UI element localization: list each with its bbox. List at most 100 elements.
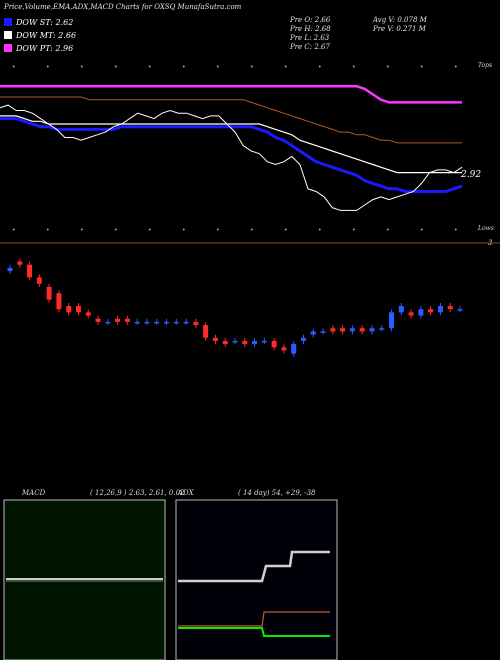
candle (349, 328, 355, 332)
marker-top: • (352, 64, 356, 71)
marker-bottom: • (284, 227, 288, 234)
dots-top: • • • • • • • • • • • • • • (12, 64, 458, 71)
candle (379, 328, 385, 330)
candle (242, 340, 248, 345)
candle (164, 321, 170, 324)
marker-bottom: • (80, 227, 84, 234)
series-dow-mt (0, 115, 462, 174)
candle (457, 309, 463, 311)
series-dow-pt (0, 84, 462, 104)
series-ema-100 (0, 96, 462, 144)
candle (437, 306, 443, 313)
legend-dow-pt-label: DOW PT: 2.96 (16, 44, 74, 53)
candle (398, 306, 404, 313)
marker-top: • (46, 64, 50, 71)
candle (66, 306, 72, 313)
legend-swatch-mt (4, 31, 12, 39)
marker-top: • (182, 64, 186, 71)
marker-bottom: • (386, 227, 390, 234)
legend-dow-mt-label: DOW MT: 2.66 (16, 31, 77, 40)
tops-label: Tops (478, 62, 493, 69)
marker-bottom: • (454, 227, 458, 234)
marker-top: • (386, 64, 390, 71)
last-price-label: 2.92 (461, 170, 482, 180)
marker-bottom: • (12, 227, 16, 234)
candle (212, 337, 218, 341)
lows-label: Lows (478, 225, 494, 232)
candle (330, 328, 336, 332)
macd-lines (6, 578, 163, 582)
candle (271, 340, 277, 348)
dots-bottom: • • • • • • • • • • • • • • (12, 227, 458, 234)
marker-bottom: • (114, 227, 118, 234)
legend-dow-st-label: DOW ST: 2.62 (16, 18, 74, 27)
stat-pre-low: Pre L: 2.63 (290, 34, 330, 42)
marker-top: • (284, 64, 288, 71)
adx-panel-label: ADX (178, 489, 194, 497)
candle (36, 277, 42, 284)
legend-dow-pt: DOW PT: 2.96 (4, 43, 73, 54)
candle (173, 321, 179, 324)
legend-swatch-st (4, 18, 12, 26)
candles (7, 258, 463, 357)
candle (310, 331, 316, 335)
marker-top: • (250, 64, 254, 71)
candle (17, 261, 23, 265)
candle (291, 344, 297, 354)
candle (300, 337, 306, 341)
marker-bottom: • (250, 227, 254, 234)
marker-bottom: • (148, 227, 152, 234)
marker-top: • (216, 64, 220, 71)
candle (95, 318, 101, 322)
macd-panel-params: ( 12,26,9 ) 2.63, 2.61, 0.02 (90, 489, 185, 497)
candle (154, 321, 160, 324)
stat-pre-open: Pre O: 2.66 (290, 16, 331, 24)
stat-pre-high: Pre H: 2.68 (290, 25, 331, 33)
candle (408, 312, 414, 316)
stat-pre-close: Pre C: 2.67 (290, 43, 330, 51)
marker-top: • (12, 64, 16, 71)
candle (418, 309, 424, 316)
minus-di-line (178, 627, 330, 637)
plus-di-line (178, 611, 330, 627)
chart-title: Price,Volume,EMA,ADX,MACD Charts for OXS… (4, 3, 242, 11)
marker-bottom: • (420, 227, 424, 234)
adx-panel-params: ( 14 day) 54, +29, -38 (238, 489, 316, 497)
marker-top: • (318, 64, 322, 71)
legend-dow-mt: DOW MT: 2.66 (4, 30, 76, 41)
legend-dow-st: DOW ST: 2.62 (4, 17, 73, 28)
candle (222, 340, 228, 345)
series-dow-st (0, 117, 463, 193)
marker-top: • (420, 64, 424, 71)
stat-pre-volume: Pre V: 0.271 M (373, 25, 426, 33)
series-close (0, 104, 463, 211)
candle (281, 347, 287, 351)
adx-line (178, 550, 330, 583)
marker-top: • (454, 64, 458, 71)
marker-top: • (148, 64, 152, 71)
legend-swatch-pt (4, 44, 12, 52)
candle (203, 325, 209, 338)
candle (193, 321, 199, 326)
candle (389, 312, 395, 329)
candle (134, 321, 140, 324)
candle (359, 328, 365, 332)
stat-avg-volume: Avg V: 0.078 M (373, 16, 427, 24)
marker-top: • (114, 64, 118, 71)
candle (46, 286, 52, 300)
candle (144, 321, 150, 324)
candle (85, 312, 91, 316)
marker-bottom: • (216, 227, 220, 234)
marker-bottom: • (318, 227, 322, 234)
candle (115, 318, 121, 322)
marker-bottom: • (352, 227, 356, 234)
candle (447, 306, 453, 310)
marker-top: • (80, 64, 84, 71)
candle (320, 331, 326, 333)
candle (183, 321, 189, 324)
candle (232, 340, 238, 343)
candle (105, 321, 111, 324)
candle (7, 267, 13, 272)
candle (56, 293, 62, 310)
